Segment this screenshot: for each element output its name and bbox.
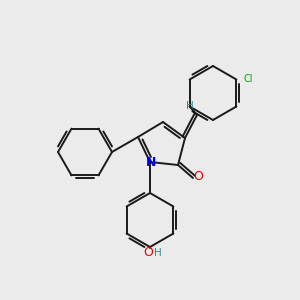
Text: O: O xyxy=(143,247,153,260)
Text: H: H xyxy=(154,248,162,258)
Text: N: N xyxy=(146,157,156,169)
Text: H: H xyxy=(186,101,194,111)
Text: Cl: Cl xyxy=(243,74,253,85)
Text: O: O xyxy=(193,169,203,182)
